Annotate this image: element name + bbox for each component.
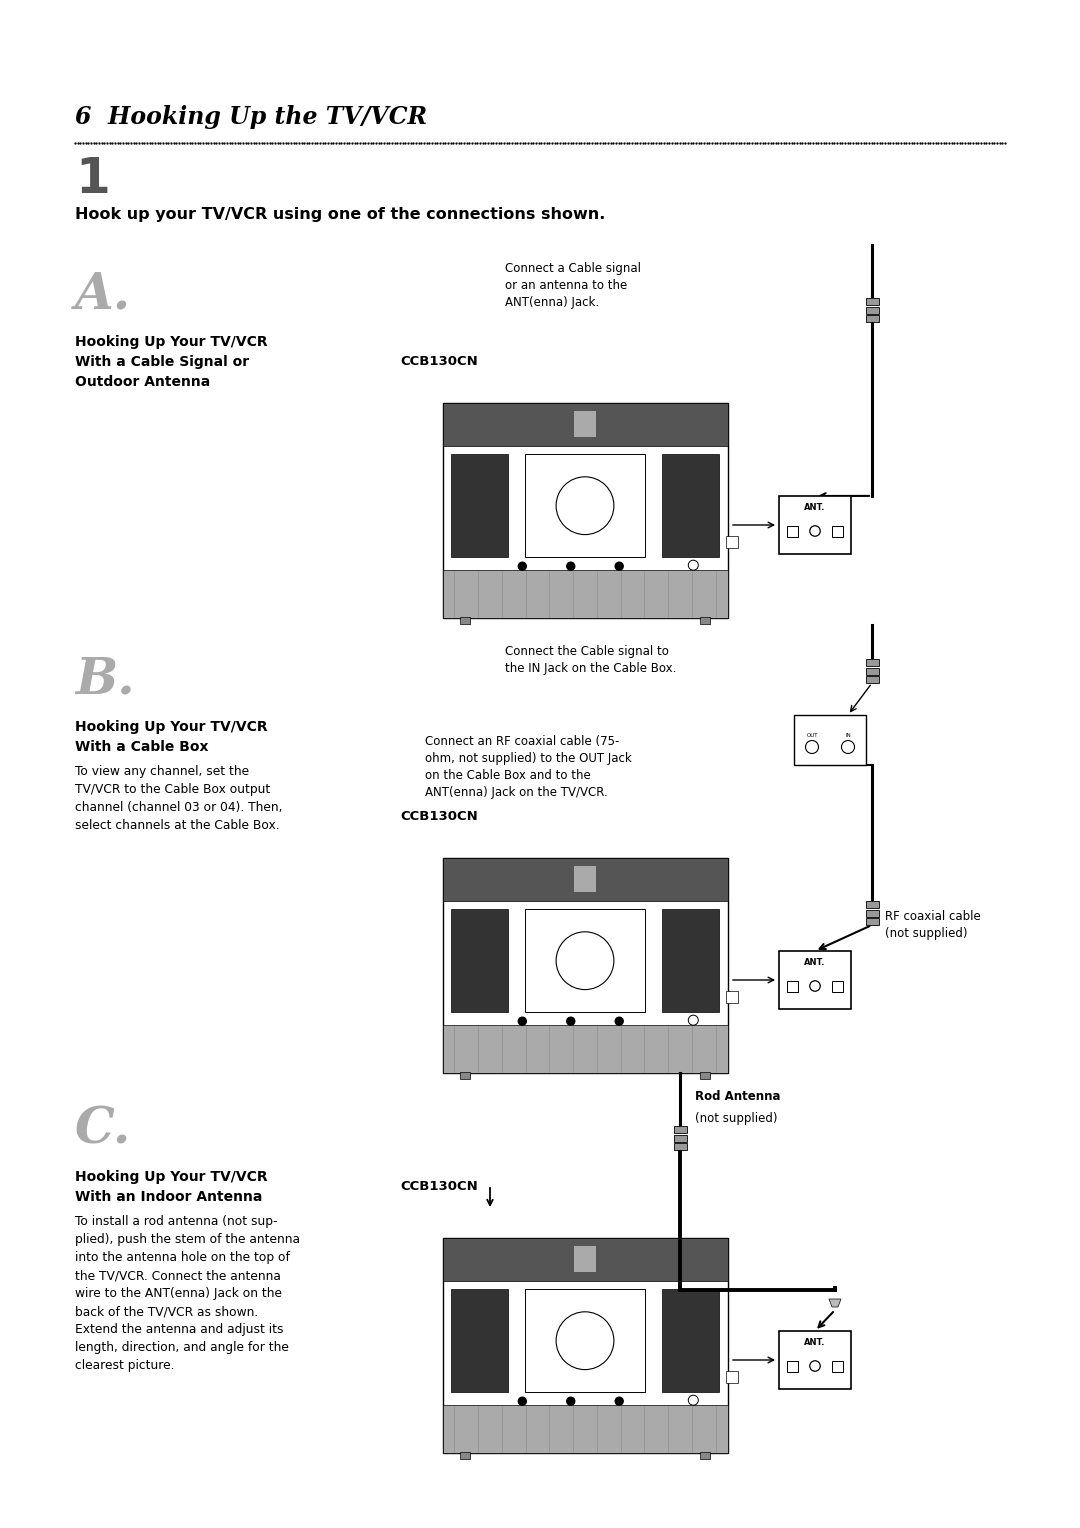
- Text: A.: A.: [75, 270, 131, 319]
- Bar: [451, 454, 508, 558]
- Bar: [443, 402, 728, 446]
- Bar: [674, 1126, 687, 1132]
- Bar: [460, 616, 470, 623]
- Bar: [451, 909, 508, 1013]
- Bar: [460, 1071, 470, 1079]
- Text: To view any channel, set the
TV/VCR to the Cable Box output
channel (channel 03 : To view any channel, set the TV/VCR to t…: [75, 766, 283, 833]
- Bar: [573, 1247, 596, 1271]
- Text: B.: B.: [75, 656, 135, 704]
- Circle shape: [518, 1018, 526, 1025]
- Bar: [726, 1371, 738, 1383]
- Text: IN: IN: [846, 732, 851, 738]
- Text: Hooking Up Your TV/VCR
With an Indoor Antenna: Hooking Up Your TV/VCR With an Indoor An…: [75, 1170, 268, 1204]
- Bar: [573, 411, 596, 437]
- Text: Connect the Cable signal to
the IN Jack on the Cable Box.: Connect the Cable signal to the IN Jack …: [505, 645, 676, 675]
- Text: To install a rod antenna (not sup-
plied), push the stem of the antenna
into the: To install a rod antenna (not sup- plied…: [75, 1215, 300, 1372]
- Bar: [832, 1360, 843, 1372]
- Text: C.: C.: [75, 1105, 132, 1154]
- Text: Hooking Up Your TV/VCR
With a Cable Box: Hooking Up Your TV/VCR With a Cable Box: [75, 720, 268, 753]
- Bar: [443, 570, 728, 617]
- Bar: [865, 315, 878, 322]
- Circle shape: [567, 1397, 575, 1406]
- Bar: [779, 497, 851, 555]
- Text: Hook up your TV/VCR using one of the connections shown.: Hook up your TV/VCR using one of the con…: [75, 206, 606, 222]
- Bar: [832, 526, 843, 536]
- Bar: [865, 675, 878, 683]
- Circle shape: [567, 562, 575, 570]
- Text: Hooking Up Your TV/VCR
With a Cable Signal or
Outdoor Antenna: Hooking Up Your TV/VCR With a Cable Sign…: [75, 335, 268, 390]
- Bar: [674, 1134, 687, 1141]
- Text: 1: 1: [75, 154, 110, 203]
- Bar: [525, 454, 645, 558]
- Bar: [443, 1238, 728, 1453]
- Text: ANT.: ANT.: [805, 958, 826, 967]
- Text: CCB130CN: CCB130CN: [400, 354, 477, 368]
- Bar: [726, 992, 738, 1004]
- Bar: [451, 1290, 508, 1392]
- Bar: [726, 536, 738, 549]
- Bar: [794, 715, 866, 766]
- Bar: [662, 1290, 719, 1392]
- Circle shape: [518, 1397, 526, 1406]
- Text: ANT.: ANT.: [805, 1339, 826, 1348]
- Text: CCB130CN: CCB130CN: [400, 1180, 477, 1193]
- Bar: [787, 1360, 798, 1372]
- Text: (not supplied): (not supplied): [696, 1112, 778, 1125]
- Bar: [674, 1143, 687, 1151]
- Text: Rod Antenna: Rod Antenna: [696, 1089, 781, 1103]
- Bar: [779, 950, 851, 1008]
- Bar: [865, 659, 878, 666]
- Bar: [865, 668, 878, 674]
- Bar: [662, 454, 719, 558]
- Bar: [460, 1452, 470, 1459]
- Bar: [662, 909, 719, 1013]
- Bar: [700, 1452, 710, 1459]
- Text: ANT.: ANT.: [805, 503, 826, 512]
- Bar: [525, 1290, 645, 1392]
- Bar: [443, 857, 728, 900]
- Bar: [865, 298, 878, 306]
- Text: Connect a Cable signal
or an antenna to the
ANT(enna) Jack.: Connect a Cable signal or an antenna to …: [505, 261, 642, 309]
- Circle shape: [616, 1397, 623, 1406]
- Text: CCB130CN: CCB130CN: [400, 810, 477, 824]
- Bar: [865, 909, 878, 917]
- Bar: [700, 616, 710, 623]
- Bar: [443, 1406, 728, 1453]
- Circle shape: [518, 562, 526, 570]
- Bar: [832, 981, 843, 992]
- Bar: [443, 1238, 728, 1280]
- Circle shape: [567, 1018, 575, 1025]
- Bar: [443, 857, 728, 1073]
- Circle shape: [616, 562, 623, 570]
- Bar: [787, 526, 798, 536]
- Polygon shape: [829, 1299, 841, 1306]
- Bar: [787, 981, 798, 992]
- Bar: [573, 866, 596, 892]
- Circle shape: [616, 1018, 623, 1025]
- Bar: [865, 307, 878, 313]
- Bar: [700, 1071, 710, 1079]
- Bar: [779, 1331, 851, 1389]
- Bar: [865, 902, 878, 908]
- Bar: [865, 918, 878, 924]
- Bar: [443, 402, 728, 617]
- Bar: [525, 909, 645, 1013]
- Bar: [443, 1025, 728, 1073]
- Text: RF coaxial cable
(not supplied): RF coaxial cable (not supplied): [885, 911, 981, 940]
- Text: 6  Hooking Up the TV/VCR: 6 Hooking Up the TV/VCR: [75, 105, 427, 128]
- Text: OUT: OUT: [807, 732, 818, 738]
- Text: Connect an RF coaxial cable (75-
ohm, not supplied) to the OUT Jack
on the Cable: Connect an RF coaxial cable (75- ohm, no…: [426, 735, 632, 799]
